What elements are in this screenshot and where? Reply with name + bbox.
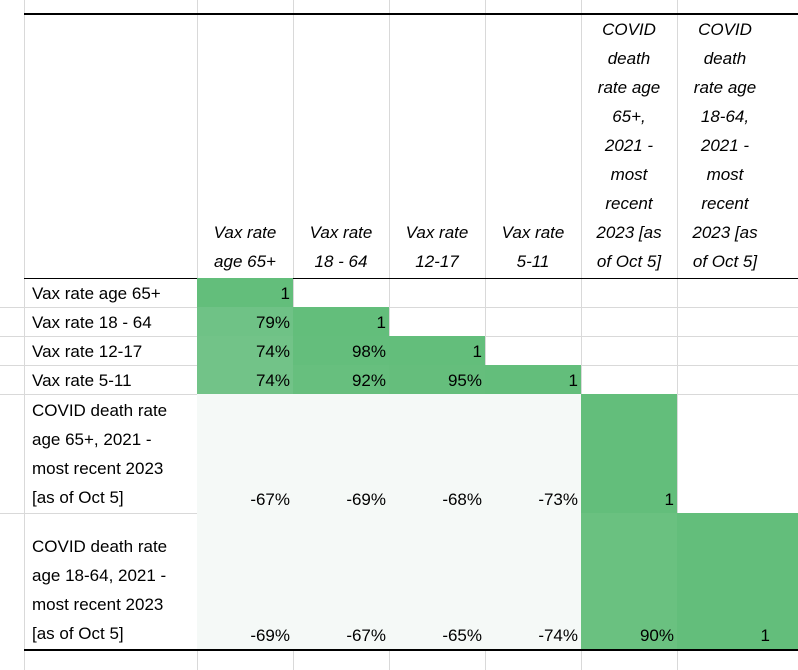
heat-cell — [581, 394, 677, 513]
value-cell[interactable]: 79% — [197, 307, 293, 336]
row-label-cell[interactable]: COVID death rate age 65+, 2021 - most re… — [24, 394, 197, 513]
row-label-cell[interactable]: Vax rate age 65+ — [24, 278, 197, 307]
gridline — [485, 0, 486, 670]
value-cell[interactable]: -73% — [485, 394, 581, 513]
heat-cell — [293, 365, 389, 394]
column-header[interactable]: Vax rate 5-11 — [485, 14, 581, 278]
heat-cell — [197, 307, 293, 336]
value-cell[interactable]: 92% — [293, 365, 389, 394]
heat-cell — [485, 365, 581, 394]
cell-value: 1 — [376, 313, 386, 332]
row-label: Vax rate 5-11 — [32, 371, 132, 390]
cell-value: 1 — [664, 490, 674, 509]
heat-cell — [389, 365, 485, 394]
heat-cell — [197, 278, 293, 307]
value-cell[interactable]: -74% — [485, 513, 581, 649]
header-bottom-border — [24, 278, 798, 279]
heat-cell — [581, 513, 677, 649]
cell-value: -67% — [346, 626, 386, 645]
value-cell[interactable]: 74% — [197, 336, 293, 365]
cell-value: 92% — [351, 371, 386, 390]
row-label: COVID death rate age 18-64, 2021 - most … — [32, 537, 168, 643]
column-header[interactable]: Vax rate 12-17 — [389, 14, 485, 278]
cell-value: -74% — [538, 626, 578, 645]
value-cell[interactable]: 1 — [677, 513, 773, 649]
cell-value: -73% — [538, 490, 578, 509]
value-cell[interactable]: -69% — [197, 513, 293, 649]
cell-value: -67% — [250, 490, 290, 509]
row-label-cell[interactable]: Vax rate 12-17 — [24, 336, 197, 365]
value-cell[interactable]: 1 — [485, 365, 581, 394]
value-cell[interactable]: 1 — [581, 394, 677, 513]
cell-value: -65% — [442, 626, 482, 645]
cell-value: 74% — [255, 342, 290, 361]
column-header-label: COVID death rate age 65+, 2021 - most re… — [596, 20, 662, 271]
heat-cell — [389, 336, 485, 365]
cell-value: 74% — [255, 371, 290, 390]
value-cell[interactable]: -69% — [293, 394, 389, 513]
top-border — [24, 13, 798, 15]
bottom-border — [24, 649, 798, 651]
cell-value: 95% — [447, 371, 482, 390]
value-cell[interactable]: 98% — [293, 336, 389, 365]
column-header-label: Vax rate age 65+ — [213, 223, 277, 271]
gridline — [24, 0, 25, 670]
gridline — [581, 0, 582, 670]
row-label: Vax rate 18 - 64 — [32, 313, 152, 332]
value-cell[interactable]: -68% — [389, 394, 485, 513]
cell-value: 1 — [280, 284, 290, 303]
row-label-cell[interactable]: Vax rate 5-11 — [24, 365, 197, 394]
cell-value: 1 — [472, 342, 482, 361]
row-label: Vax rate age 65+ — [32, 284, 161, 303]
column-header-label: Vax rate 5-11 — [501, 223, 565, 271]
value-cell[interactable]: 1 — [197, 278, 293, 307]
heat-cell — [293, 336, 389, 365]
row-label: Vax rate 12-17 — [32, 342, 143, 361]
gridline — [677, 0, 678, 670]
column-header-label: Vax rate 18 - 64 — [309, 223, 373, 271]
heat-cell — [293, 307, 389, 336]
value-cell[interactable]: 1 — [293, 307, 389, 336]
column-header-label: Vax rate 12-17 — [405, 223, 469, 271]
cell-value: 90% — [639, 626, 674, 645]
heat-cell — [197, 394, 581, 513]
heat-cell — [197, 365, 293, 394]
cell-value: 98% — [351, 342, 386, 361]
value-cell[interactable]: 74% — [197, 365, 293, 394]
cell-value: -69% — [346, 490, 386, 509]
value-cell[interactable]: 95% — [389, 365, 485, 394]
column-header[interactable]: Vax rate 18 - 64 — [293, 14, 389, 278]
value-cell[interactable]: -67% — [293, 513, 389, 649]
column-header[interactable]: COVID death rate age 18-64, 2021 - most … — [677, 14, 773, 278]
value-cell[interactable]: -65% — [389, 513, 485, 649]
row-label: COVID death rate age 65+, 2021 - most re… — [32, 401, 168, 507]
value-cell[interactable]: 1 — [389, 336, 485, 365]
gridline — [389, 0, 390, 670]
value-cell[interactable]: -67% — [197, 394, 293, 513]
cell-value: -69% — [250, 626, 290, 645]
row-label-cell[interactable]: COVID death rate age 18-64, 2021 - most … — [24, 513, 197, 649]
cell-value: -68% — [442, 490, 482, 509]
column-header[interactable]: COVID death rate age 65+, 2021 - most re… — [581, 14, 677, 278]
gridline — [0, 307, 798, 308]
cell-value: 79% — [255, 313, 290, 332]
row-label-cell[interactable]: Vax rate 18 - 64 — [24, 307, 197, 336]
cell-value: 1 — [760, 626, 770, 645]
column-header-label: COVID death rate age 18-64, 2021 - most … — [692, 20, 758, 271]
value-cell[interactable]: 90% — [581, 513, 677, 649]
heat-cell — [677, 513, 798, 649]
heat-cell — [197, 513, 581, 649]
column-header[interactable]: Vax rate age 65+ — [197, 14, 293, 278]
cell-value: 1 — [568, 371, 578, 390]
heat-cell — [197, 336, 293, 365]
